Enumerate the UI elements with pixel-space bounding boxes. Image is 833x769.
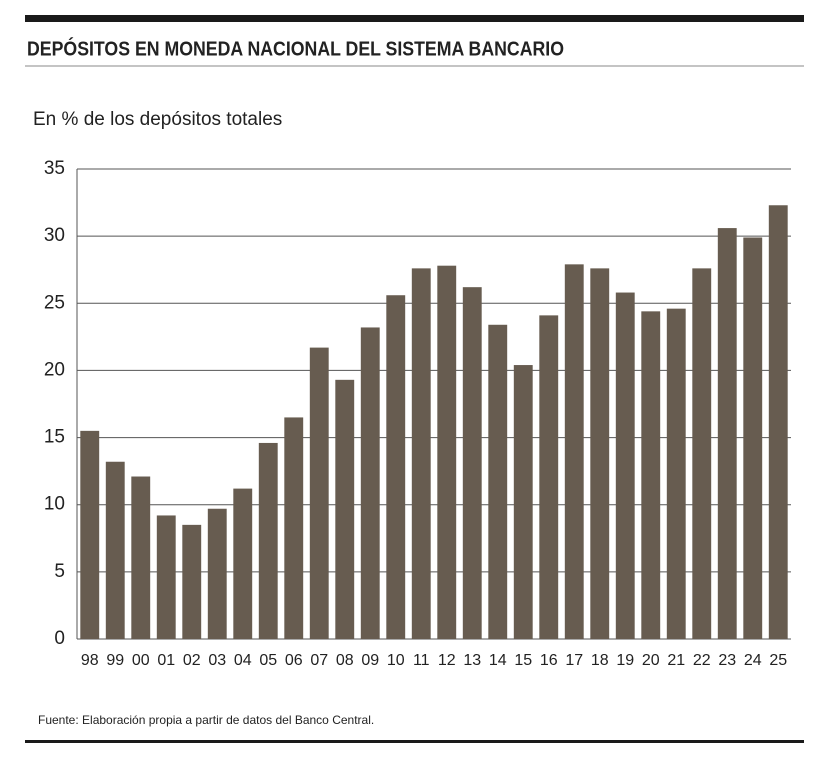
x-tick-label: 01 xyxy=(157,652,175,669)
bar xyxy=(284,417,304,639)
x-tick-label: 99 xyxy=(106,652,124,669)
x-tick-label: 02 xyxy=(183,652,201,669)
x-tick-label: 07 xyxy=(310,652,328,669)
bar xyxy=(309,347,329,639)
bar xyxy=(437,265,457,639)
x-tick-label: 20 xyxy=(642,652,660,669)
bar xyxy=(462,287,482,639)
x-tick-label: 12 xyxy=(438,652,456,669)
bar xyxy=(182,524,202,639)
bar xyxy=(743,237,763,639)
bar xyxy=(564,264,584,639)
y-tick-label: 15 xyxy=(44,427,65,448)
bar xyxy=(768,205,788,639)
x-tick-label: 03 xyxy=(208,652,226,669)
x-tick-label: 13 xyxy=(463,652,481,669)
y-tick-label: 5 xyxy=(54,561,65,582)
bar xyxy=(615,292,635,639)
bar xyxy=(105,461,125,639)
x-tick-label: 23 xyxy=(718,652,736,669)
x-tick-label: 09 xyxy=(361,652,379,669)
x-tick-label: 25 xyxy=(769,652,787,669)
bar xyxy=(386,295,406,639)
bar xyxy=(233,488,253,639)
chart-subtitle: En % de los depósitos totales xyxy=(33,109,282,130)
x-tick-label: 04 xyxy=(234,652,252,669)
x-tick-label: 11 xyxy=(413,652,430,669)
x-tick-label: 18 xyxy=(591,652,609,669)
bar xyxy=(156,515,176,639)
bar xyxy=(335,379,355,639)
x-tick-label: 06 xyxy=(285,652,303,669)
x-tick-label: 10 xyxy=(387,652,405,669)
top-rule xyxy=(25,15,804,22)
bar xyxy=(360,327,380,639)
bar xyxy=(258,442,278,639)
bar xyxy=(207,508,227,639)
x-tick-label: 08 xyxy=(336,652,354,669)
bar xyxy=(131,476,151,639)
bar xyxy=(80,430,100,639)
bottom-rule xyxy=(25,740,804,743)
y-tick-label: 10 xyxy=(44,494,65,515)
x-tick-label: 17 xyxy=(565,652,583,669)
bar xyxy=(641,311,661,639)
x-tick-label: 98 xyxy=(81,652,99,669)
y-tick-label: 35 xyxy=(44,158,65,179)
x-tick-label: 14 xyxy=(489,652,507,669)
bar xyxy=(539,315,559,639)
x-tick-label: 05 xyxy=(259,652,277,669)
y-tick-label: 30 xyxy=(44,225,65,246)
x-tick-label: 00 xyxy=(132,652,150,669)
bar xyxy=(488,324,508,639)
chart-title: DEPÓSITOS EN MONEDA NACIONAL DEL SISTEMA… xyxy=(27,36,564,60)
bar xyxy=(692,268,712,639)
bar xyxy=(666,308,686,639)
x-tick-label: 21 xyxy=(667,652,685,669)
x-tick-label: 16 xyxy=(540,652,558,669)
bar xyxy=(411,268,431,639)
x-tick-label: 19 xyxy=(616,652,634,669)
bar xyxy=(590,268,610,639)
bar xyxy=(717,228,737,640)
bar xyxy=(513,365,533,639)
source-note: Fuente: Elaboración propia a partir de d… xyxy=(38,713,374,727)
x-tick-label: 24 xyxy=(744,652,762,669)
x-tick-label: 22 xyxy=(693,652,711,669)
y-tick-label: 0 xyxy=(54,628,65,649)
y-tick-label: 20 xyxy=(44,359,65,380)
x-tick-label: 15 xyxy=(514,652,532,669)
y-tick-label: 25 xyxy=(44,292,65,313)
